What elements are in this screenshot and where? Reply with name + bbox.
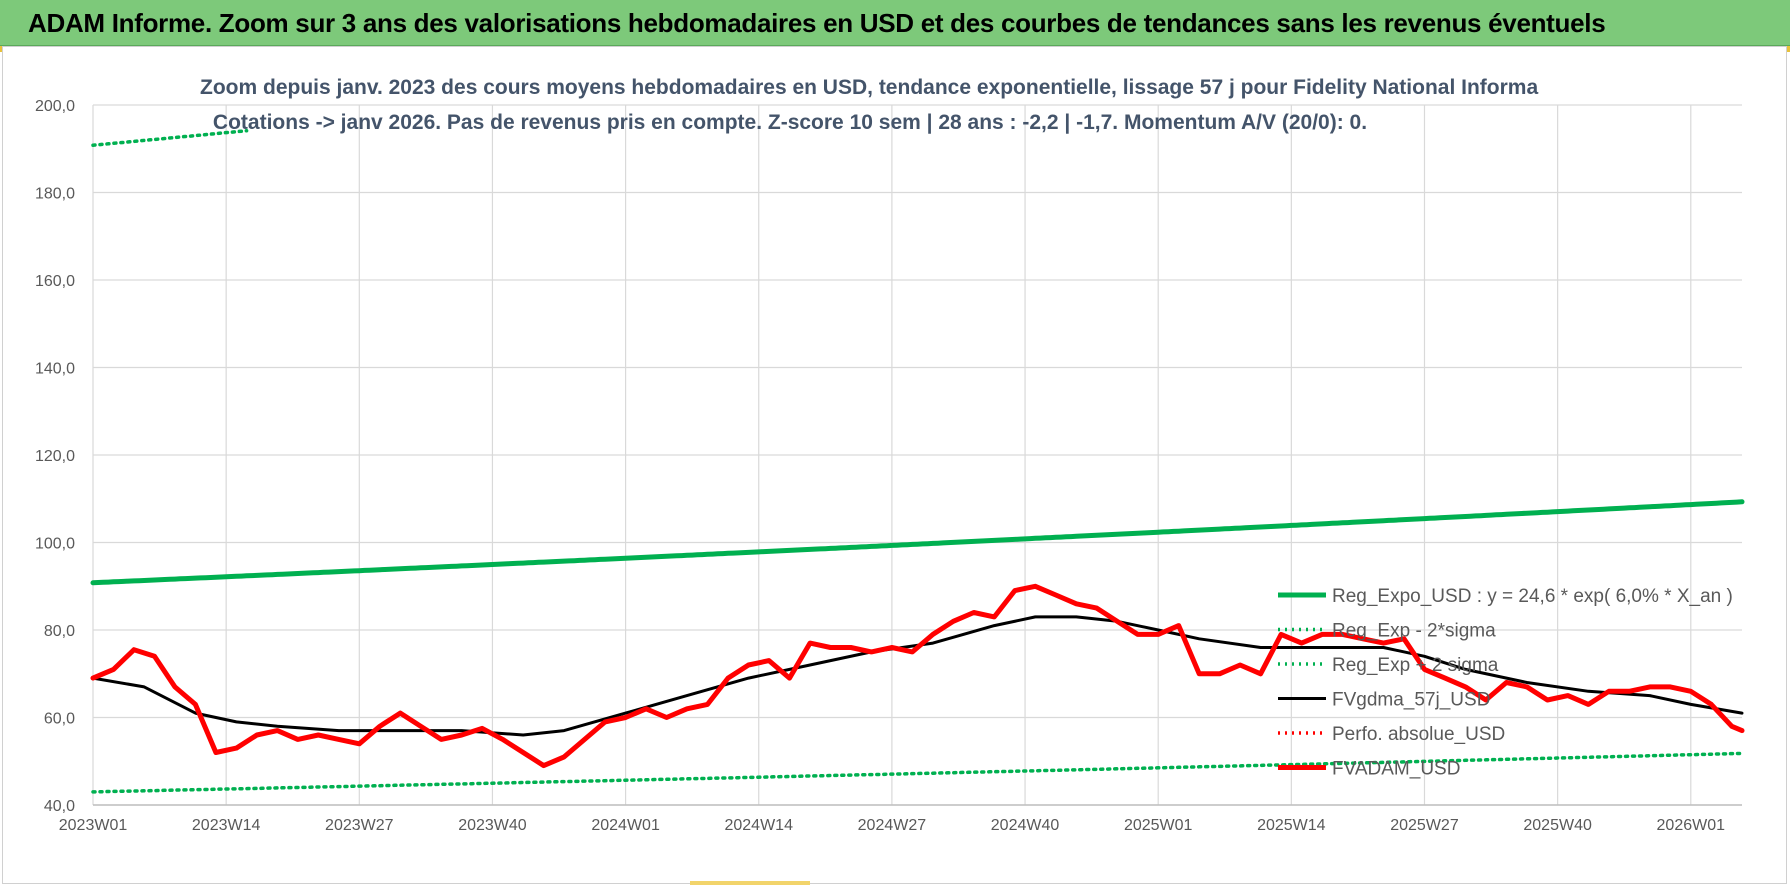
chart-title-line1: Zoom depuis janv. 2023 des cours moyens … [200,76,1539,99]
series-line-2 [91,128,249,147]
series-line-5 [90,583,1745,769]
y-tick-label: 140,0 [35,361,75,378]
y-tick-label: 180,0 [35,186,75,203]
legend-label: Reg_Exp - 2*sigma [1332,621,1496,642]
banner-title: ADAM Informe. Zoom sur 3 ans des valoris… [28,8,1606,38]
legend-label: FVgdma_57j_USD [1332,690,1490,711]
series-line-0 [90,499,1745,586]
x-tick-label: 2023W01 [59,817,128,834]
chart-title-line2: Cotations -> janv 2026. Pas de revenus p… [212,111,1368,134]
x-tick-label: 2023W40 [458,817,527,834]
x-tick-label: 2025W01 [1124,817,1193,834]
y-tick-label: 60,0 [44,711,75,728]
y-tick-label: 120,0 [35,448,75,465]
bottom-accent [690,881,810,885]
series-line-1 [91,751,1744,794]
y-tick-label: 100,0 [35,536,75,553]
x-tick-label: 2024W01 [591,817,660,834]
corner-accent-left [0,46,3,52]
banner: ADAM Informe. Zoom sur 3 ans des valoris… [0,0,1790,46]
x-tick-label: 2025W27 [1390,817,1459,834]
x-tick-label: 2026W01 [1657,817,1726,834]
x-tick-label: 2025W14 [1257,817,1326,834]
x-tick-label: 2024W40 [991,817,1060,834]
x-tick-label: 2024W14 [724,817,793,834]
legend-label: Reg_Expo_USD : y = 24,6 * exp( 6,0% * X_… [1332,586,1733,607]
y-tick-label: 200,0 [35,98,75,115]
legend-label: Reg_Exp + 2 sigma [1332,655,1499,676]
y-tick-label: 80,0 [44,623,75,640]
legend-label: Perfo. absolue_USD [1332,724,1505,745]
x-tick-label: 2023W14 [192,817,261,834]
y-tick-label: 160,0 [35,273,75,290]
chart-title: Zoom depuis janv. 2023 des cours moyens … [200,70,1539,140]
series-line-3 [91,615,1744,737]
legend-label: FVADAM_USD [1332,759,1460,780]
x-tick-label: 2023W27 [325,817,394,834]
y-tick-label: 40,0 [44,798,75,815]
x-tick-label: 2025W40 [1523,817,1592,834]
chart-frame [2,46,1787,884]
corner-accent-right [1787,46,1790,52]
x-tick-label: 2024W27 [858,817,927,834]
